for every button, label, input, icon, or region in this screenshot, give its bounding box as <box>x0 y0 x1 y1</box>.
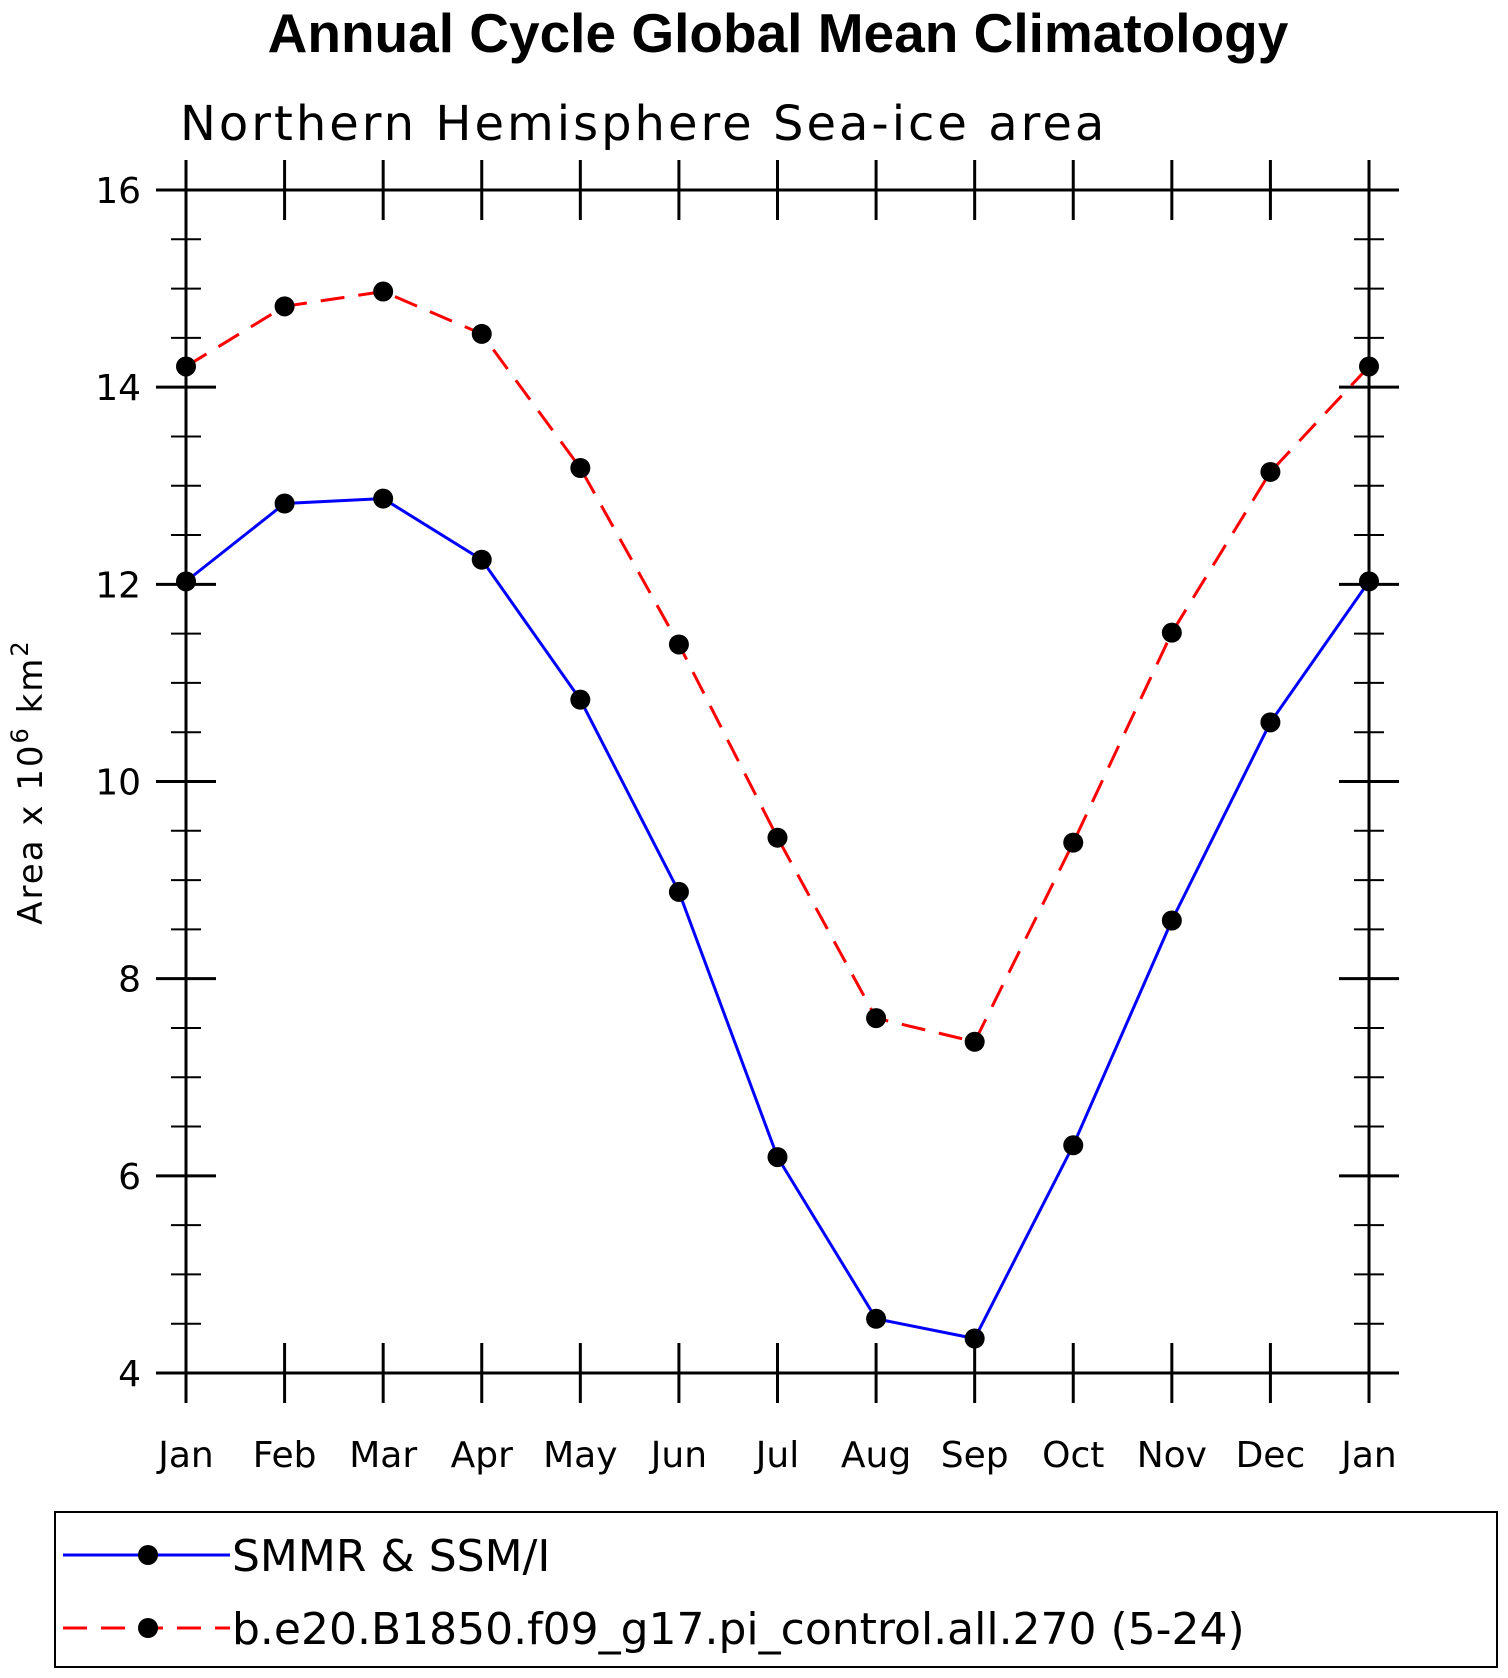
chart-subtitle: Northern Hemisphere Sea-ice area <box>180 96 1107 152</box>
series-1-point <box>767 827 788 848</box>
series-1-point <box>274 296 295 317</box>
x-tick-label: Aug <box>841 1435 911 1476</box>
x-tick-label: May <box>543 1435 617 1476</box>
x-tick-label: Sep <box>941 1435 1009 1476</box>
series-1-point <box>668 634 689 655</box>
legend-box <box>54 1511 1498 1668</box>
x-tick-label: Jan <box>156 1435 214 1476</box>
series-0-point <box>866 1308 887 1329</box>
y-tick-label: 6 <box>118 1157 141 1198</box>
series-0-point <box>668 881 689 902</box>
y-axis-label-unit-exponent: 2 <box>6 639 34 656</box>
series-1-point <box>964 1031 985 1052</box>
series-0-point <box>471 549 492 570</box>
series-1-point <box>1260 461 1281 482</box>
series-1-point <box>866 1008 887 1029</box>
y-tick-label: 14 <box>95 368 141 409</box>
series-1-point <box>570 458 591 479</box>
legend-marker-model <box>138 1618 158 1638</box>
y-axis-label-prefix: Area x 10 <box>11 743 51 924</box>
y-tick-label: 16 <box>95 171 141 212</box>
x-tick-label: Dec <box>1236 1435 1306 1476</box>
tick-labels: Jan Feb Mar Apr May Jun Jul Aug Sep Oct Nov Dec Jan 4… <box>95 171 1397 1476</box>
series-line-0 <box>185 497 1371 1341</box>
series-layer <box>176 281 1379 1349</box>
x-tick-label: Jul <box>754 1435 799 1476</box>
y-axis-label: Area x 106 km2 <box>6 639 51 924</box>
x-tick-label: Mar <box>349 1435 417 1476</box>
y-tick-label: 10 <box>95 763 141 804</box>
plot-frame <box>184 188 1371 1375</box>
legend-marker-smmr <box>138 1545 158 1565</box>
y-axis-label-unit: km <box>11 657 51 727</box>
series-1-point <box>1161 622 1182 643</box>
legend: SMMR & SSM/I b.e20.B1850.f09_g17.pi_cont… <box>54 1511 1498 1668</box>
y-tick-label: 12 <box>95 565 141 606</box>
series-0-point <box>1260 712 1281 733</box>
axis-ticks <box>156 160 1399 1403</box>
series-0-point <box>373 488 394 509</box>
series-0-point <box>570 689 591 710</box>
series-1-point <box>373 281 394 302</box>
x-tick-label: Jan <box>1339 1435 1397 1476</box>
x-tick-label: Nov <box>1137 1435 1207 1476</box>
y-tick-label: 4 <box>118 1354 141 1395</box>
series-0-point <box>1161 910 1182 931</box>
chart-title: Annual Cycle Global Mean Climatology <box>268 2 1289 64</box>
series-line-1 <box>185 289 1371 1044</box>
x-tick-label: Oct <box>1042 1435 1104 1476</box>
series-0-point <box>1063 1135 1084 1156</box>
x-tick-label: Feb <box>253 1435 317 1476</box>
x-tick-label: Jun <box>649 1435 707 1476</box>
y-tick-label: 8 <box>118 960 141 1001</box>
series-0-point <box>274 493 295 514</box>
legend-label-smmr: SMMR & SSM/I <box>232 1531 550 1582</box>
series-0-point <box>964 1328 985 1349</box>
y-axis-label-exponent: 6 <box>6 726 34 743</box>
series-1-point <box>471 323 492 344</box>
legend-label-model: b.e20.B1850.f09_g17.pi_control.all.270 (… <box>232 1604 1245 1655</box>
series-1-point <box>1063 832 1084 853</box>
x-tick-label: Apr <box>451 1435 513 1476</box>
series-0-point <box>767 1147 788 1168</box>
